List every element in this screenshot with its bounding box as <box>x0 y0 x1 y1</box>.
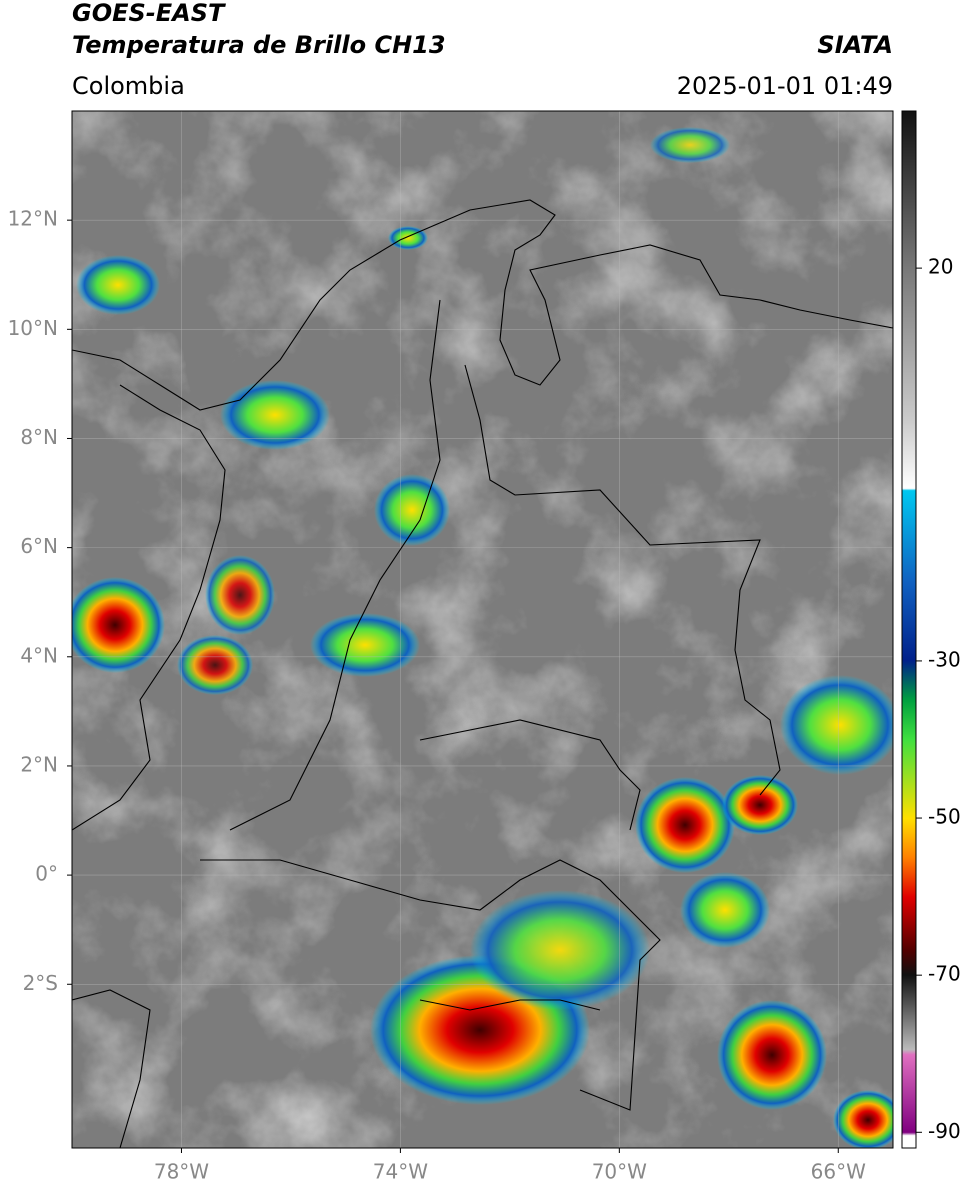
storm-cell <box>220 380 330 450</box>
storm-cell <box>177 635 253 695</box>
y-tick-label: 10°N <box>8 316 58 340</box>
y-tick-label: 12°N <box>8 207 58 231</box>
border <box>229 299 441 831</box>
map-frame <box>71 110 894 1149</box>
storm-cell <box>680 872 770 948</box>
storm-cell <box>374 474 450 546</box>
storm-cell <box>722 775 798 835</box>
border <box>419 719 641 831</box>
colorbar-tick-label: -50 <box>928 805 961 829</box>
x-tick-label: 78°W <box>154 1160 209 1184</box>
storm-cell <box>470 890 650 1010</box>
storm-cell <box>310 613 420 677</box>
x-tick-label: 66°W <box>811 1160 866 1184</box>
storm-cell <box>388 226 428 250</box>
coastline <box>72 384 226 831</box>
region: Colombia <box>72 72 185 100</box>
storm-cell <box>635 777 735 873</box>
x-tick-label: 74°W <box>373 1160 428 1184</box>
border <box>464 364 781 796</box>
storm-cell <box>76 255 160 315</box>
storm-cell <box>717 1000 827 1110</box>
colorbar-tick-label: -70 <box>928 962 961 986</box>
colorbar <box>901 110 917 1149</box>
storm-cell <box>650 127 730 163</box>
storm-cell <box>780 675 893 775</box>
border <box>419 999 601 1011</box>
border <box>200 859 661 1111</box>
y-tick-label: 2°N <box>20 752 58 776</box>
timestamp: 2025-01-01 01:49 <box>677 72 893 100</box>
colorbar-tick-label: 20 <box>928 255 953 279</box>
coastline <box>72 989 151 1148</box>
coastline <box>72 199 893 411</box>
x-tick-label: 70°W <box>592 1160 647 1184</box>
source: SIATA <box>817 31 893 59</box>
storm-cell <box>833 1090 893 1148</box>
title: GOES-EAST <box>72 0 226 27</box>
y-tick-label: 2°S <box>23 971 58 995</box>
storm-cell <box>72 577 165 673</box>
y-tick-label: 4°N <box>20 643 58 667</box>
y-tick-label: 0° <box>35 862 58 886</box>
map-image <box>72 111 893 1148</box>
colorbar-tick-label: -90 <box>928 1119 961 1143</box>
colorbar-tick-label: -30 <box>928 647 961 671</box>
storm-cell <box>205 555 275 635</box>
y-tick-label: 6°N <box>20 534 58 558</box>
y-tick-label: 8°N <box>20 425 58 449</box>
subtitle: Temperatura de Brillo CH13 <box>72 31 446 59</box>
